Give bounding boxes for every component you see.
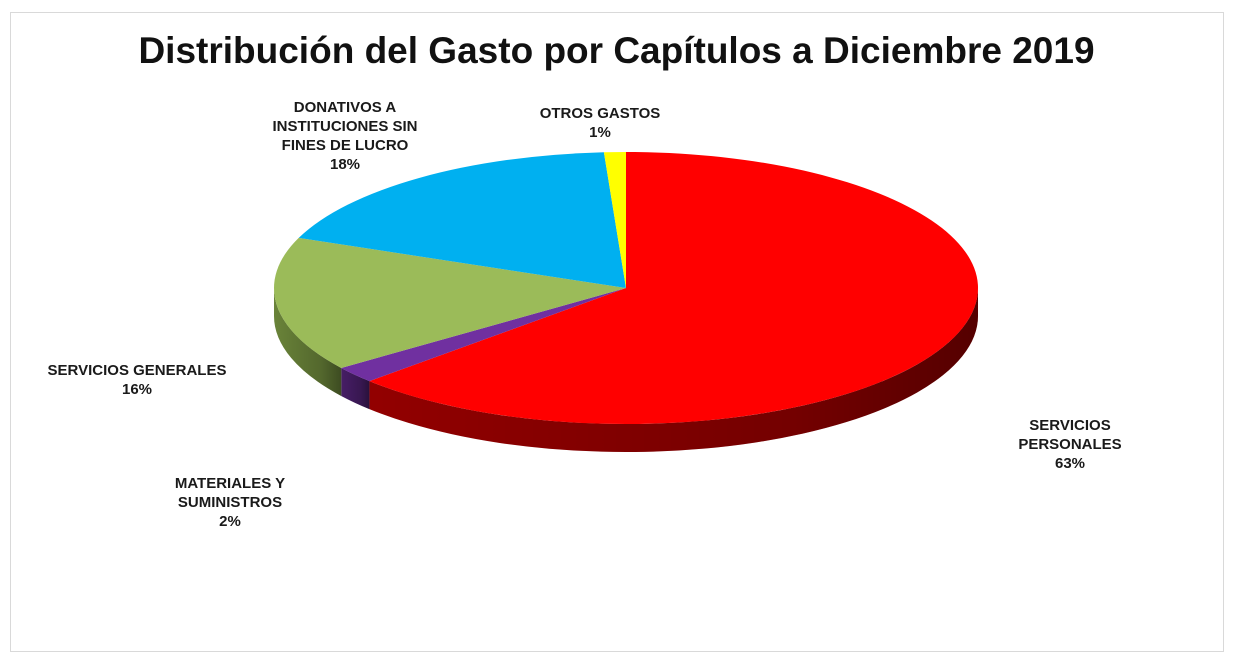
slice-donativos-a-instituciones-sin-fines-de-lucro (298, 152, 626, 288)
slice-servicios-personales (369, 152, 978, 424)
slice-materiales-y-suministros (341, 288, 626, 382)
chart-title: Distribución del Gasto por Capítulos a D… (138, 30, 1095, 71)
label-otros-gastos: OTROS GASTOS 1% (539, 105, 661, 141)
side-shade-servicios-generales (274, 288, 342, 396)
pie-sides (274, 288, 978, 453)
label-materiales-suministros: MATERIALES Y SUMINISTROS 2% (174, 475, 286, 530)
label-servicios-personales: SERVICIOS PERSONALES 63% (1018, 417, 1122, 472)
side-shade-materiales-y-suministros (341, 367, 370, 410)
side-shade-servicios-personales (369, 288, 978, 453)
label-servicios-generales: SERVICIOS GENERALES 16% (47, 362, 227, 398)
slice-otros-gastos (603, 152, 626, 288)
slice-servicios-generales (274, 237, 626, 368)
label-donativos: DONATIVOS A INSTITUCIONES SIN FINES DE L… (272, 99, 418, 173)
pie-tops (274, 152, 978, 424)
